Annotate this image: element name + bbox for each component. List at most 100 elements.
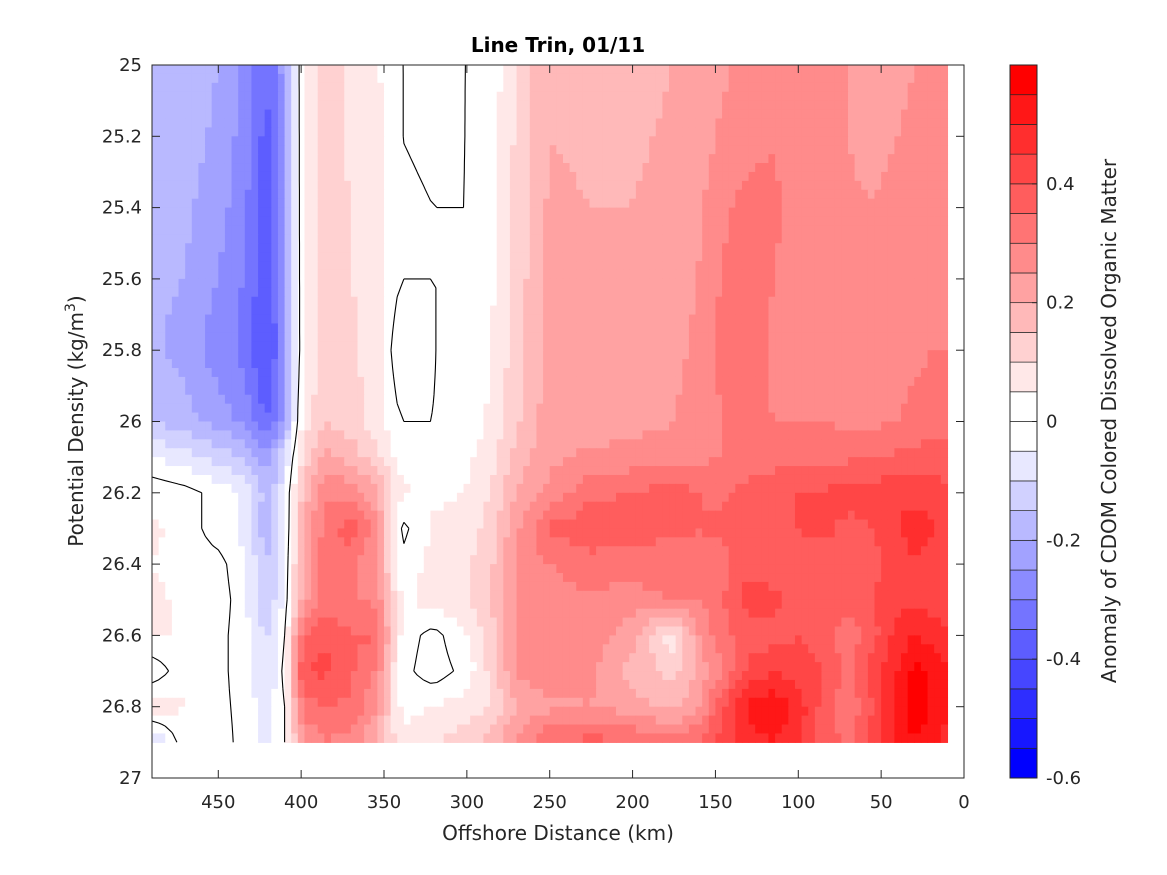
contour-cell	[781, 323, 789, 333]
contour-cell	[728, 180, 736, 191]
contour-cell	[728, 145, 736, 155]
contour-cell	[218, 65, 226, 75]
contour-cell	[284, 376, 292, 387]
contour-cell	[629, 154, 637, 164]
contour-cell	[934, 127, 942, 137]
contour-cell	[410, 350, 418, 360]
contour-cell	[642, 189, 650, 200]
contour-cell	[463, 73, 471, 84]
contour-cell	[901, 385, 909, 396]
contour-cell	[370, 189, 378, 200]
contour-cell	[185, 91, 193, 102]
contour-cell	[377, 376, 385, 387]
contour-cell	[794, 261, 803, 271]
contour-cell	[503, 296, 511, 307]
contour-cell	[741, 163, 750, 173]
contour-cell	[456, 332, 465, 342]
contour-cell	[642, 252, 650, 262]
contour-cell	[768, 412, 776, 423]
contour-cell	[920, 91, 929, 102]
contour-cell	[589, 171, 597, 182]
contour-cell	[238, 180, 246, 191]
contour-cell	[920, 180, 929, 191]
contour-cell	[682, 394, 690, 405]
contour-cell	[543, 287, 551, 298]
contour-cell	[562, 216, 571, 227]
contour-cell	[238, 332, 246, 342]
contour-cell	[337, 198, 345, 209]
contour-cell	[171, 376, 180, 387]
contour-cell	[191, 154, 199, 164]
contour-cell	[934, 287, 942, 298]
contour-cell	[277, 252, 286, 262]
contour-cell	[185, 127, 193, 137]
contour-cell	[596, 65, 604, 75]
contour-cell	[311, 216, 319, 227]
contour-cell	[165, 234, 173, 244]
contour-cell	[616, 296, 624, 307]
contour-cell	[602, 385, 610, 396]
contour-cell	[907, 385, 915, 396]
contour-cell	[291, 145, 299, 155]
contour-cell	[808, 296, 816, 307]
contour-cell	[788, 359, 796, 369]
contour-cell	[437, 136, 445, 146]
contour-cell	[828, 350, 836, 360]
contour-cell	[602, 430, 610, 440]
contour-cell	[224, 403, 233, 414]
contour-cell	[337, 376, 345, 387]
contour-cell	[854, 243, 862, 253]
contour-cell	[244, 421, 253, 432]
contour-cell	[814, 394, 823, 405]
contour-cell	[582, 252, 591, 262]
contour-cell	[814, 287, 823, 298]
contour-cell	[841, 261, 849, 271]
contour-cell	[735, 368, 743, 378]
contour-cell	[616, 278, 624, 289]
contour-cell	[509, 73, 518, 84]
contour-cell	[735, 82, 743, 93]
contour-cell	[735, 216, 743, 227]
contour-cell	[695, 287, 703, 298]
contour-cell	[556, 278, 564, 289]
contour-cell	[456, 91, 465, 102]
contour-cell	[801, 421, 809, 432]
contour-cell	[874, 278, 882, 289]
contour-cell	[867, 243, 876, 253]
contour-cell	[364, 65, 372, 75]
contour-cell	[867, 91, 876, 102]
contour-cell	[642, 73, 650, 84]
contour-cell	[867, 100, 876, 111]
contour-cell	[609, 385, 617, 396]
contour-cell	[258, 127, 266, 137]
contour-cell	[622, 403, 630, 414]
contour-cell	[728, 243, 736, 253]
contour-cell	[814, 171, 823, 182]
contour-cell	[854, 385, 862, 396]
contour-cell	[901, 412, 909, 423]
contour-cell	[238, 216, 246, 227]
contour-cell	[364, 145, 372, 155]
contour-cell	[556, 65, 564, 75]
contour-cell	[205, 171, 213, 182]
contour-cell	[390, 171, 398, 182]
contour-cell	[887, 332, 895, 342]
contour-cell	[258, 243, 266, 253]
contour-cell	[589, 163, 597, 173]
contour-cell	[854, 252, 862, 262]
contour-cell	[794, 341, 803, 351]
contour-cell	[483, 163, 491, 173]
contour-cell	[238, 350, 246, 360]
contour-cell	[496, 314, 504, 325]
contour-cell	[569, 82, 577, 93]
contour-cell	[602, 82, 610, 93]
contour-cell	[238, 118, 246, 128]
contour-cell	[874, 269, 882, 280]
contour-cell	[483, 180, 491, 191]
contour-cell	[304, 323, 312, 333]
contour-cell	[562, 350, 571, 360]
contour-cell	[264, 82, 272, 93]
contour-cell	[934, 314, 942, 325]
contour-cell	[682, 180, 690, 191]
contour-cell	[178, 118, 186, 128]
